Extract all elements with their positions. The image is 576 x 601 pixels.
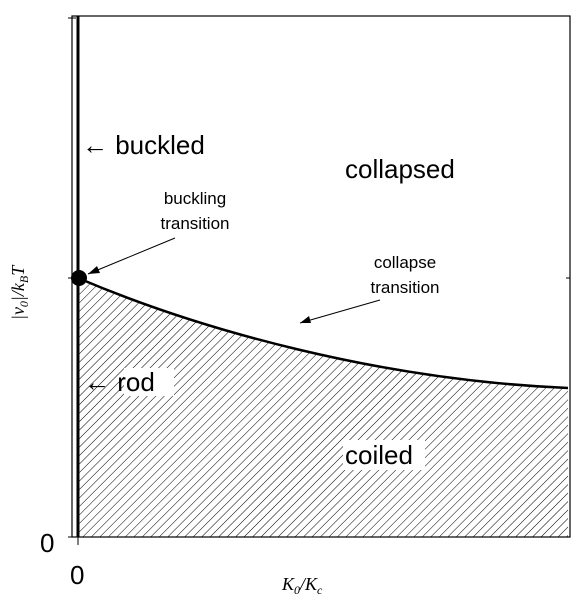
y-axis-label: |v0|/kBT [8,264,31,320]
collapse-curve [77,276,569,390]
annotation: transition [371,278,440,297]
region-label: ← buckled [82,130,205,160]
annotation: buckling [164,189,226,208]
buckling-point [71,270,87,286]
arrowhead [300,316,311,323]
annotation: collapse [374,253,436,272]
region-label: collapsed [345,154,455,184]
arrow [87,237,176,275]
y-tick-label: 0 [40,528,54,558]
region-label: coiled [345,440,413,470]
x-axis-label: K0/Kc [281,574,323,597]
annotation: transition [161,214,230,233]
label-bg [124,368,174,396]
label-bg [343,440,425,470]
x-tick-label: 0 [70,560,84,590]
region-label: ← rod [84,367,155,397]
arrow [299,299,381,324]
coiled-region [78,278,568,537]
arrowhead [88,266,100,274]
